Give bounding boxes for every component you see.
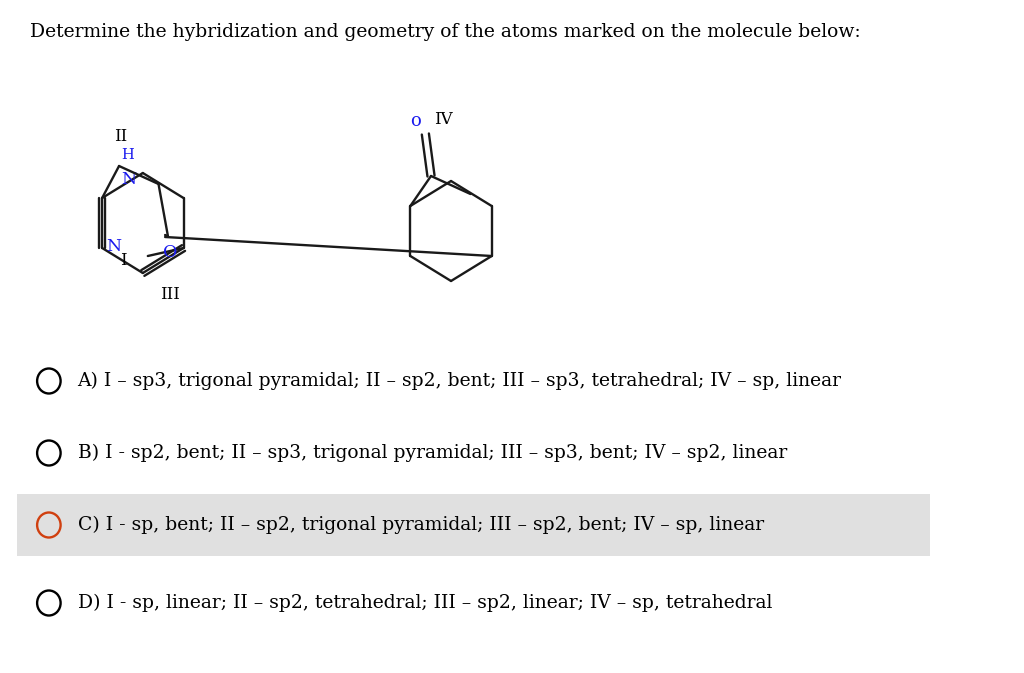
FancyBboxPatch shape (17, 494, 930, 556)
Text: III: III (160, 286, 180, 303)
Text: I: I (120, 252, 127, 269)
Text: C) I - sp, bent; II – sp2, trigonal pyramidal; III – sp2, bent; IV – sp, linear: C) I - sp, bent; II – sp2, trigonal pyra… (78, 516, 764, 534)
Text: O: O (163, 244, 177, 261)
Text: o: o (411, 112, 421, 130)
Text: N: N (121, 171, 136, 188)
Text: IV: IV (434, 111, 453, 128)
Text: H: H (121, 148, 134, 162)
Text: A) I – sp3, trigonal pyramidal; II – sp2, bent; III – sp3, tetrahedral; IV – sp,: A) I – sp3, trigonal pyramidal; II – sp2… (78, 372, 842, 390)
Text: B) I - sp2, bent; II – sp3, trigonal pyramidal; III – sp3, bent; IV – sp2, linea: B) I - sp2, bent; II – sp3, trigonal pyr… (78, 444, 786, 462)
Text: Determine the hybridization and geometry of the atoms marked on the molecule bel: Determine the hybridization and geometry… (30, 23, 861, 41)
Text: D) I - sp, linear; II – sp2, tetrahedral; III – sp2, linear; IV – sp, tetrahedra: D) I - sp, linear; II – sp2, tetrahedral… (78, 594, 772, 612)
Text: II: II (115, 128, 128, 145)
Text: N: N (105, 238, 121, 254)
